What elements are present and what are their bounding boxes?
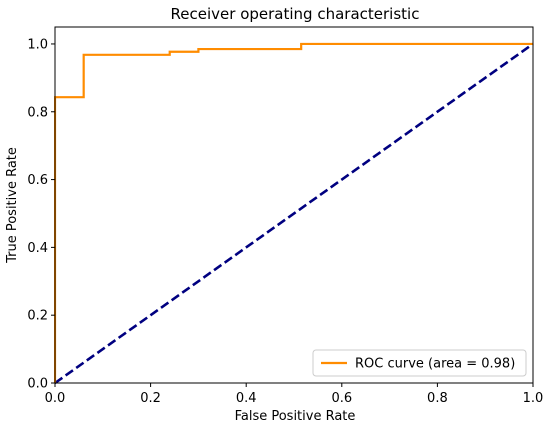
y-tick-label: 0.0 [27,377,48,392]
x-tick-label: 0.8 [427,391,448,406]
plot-background [55,27,533,383]
chance-diagonal-line [54,42,534,384]
y-tick-label: 0.2 [27,309,48,324]
plot-frame [54,26,534,384]
legend: ROC curve (area = 0.98) [312,349,527,377]
chart-title: Receiver operating characteristic [171,5,420,23]
y-tick-label: 1.0 [27,37,48,52]
x-tick-label: 1.0 [523,391,544,406]
x-axis-label: False Positive Rate [235,409,356,424]
legend-box [312,349,527,377]
axes-layer: 0.0 0.2 0.4 0.6 0.8 1.0 0.0 0.2 0.4 0.6 0.8 1.0 [27,26,544,406]
x-tick-label: 0.6 [331,391,352,406]
y-tick-label: 0.8 [27,105,48,120]
x-tick-label: 0.0 [45,391,66,406]
x-tick-label: 0.2 [140,391,161,406]
legend-entry-label: ROC curve (area = 0.98) [355,357,515,372]
roc-curve-line [54,42,533,383]
plot-area [55,27,533,383]
y-tick-label: 0.4 [27,241,48,256]
y-axis-label: True Positive Rate [5,147,20,264]
x-tick-label: 0.4 [236,391,257,406]
series-layer [54,42,534,384]
y-tick-label: 0.6 [27,173,48,188]
